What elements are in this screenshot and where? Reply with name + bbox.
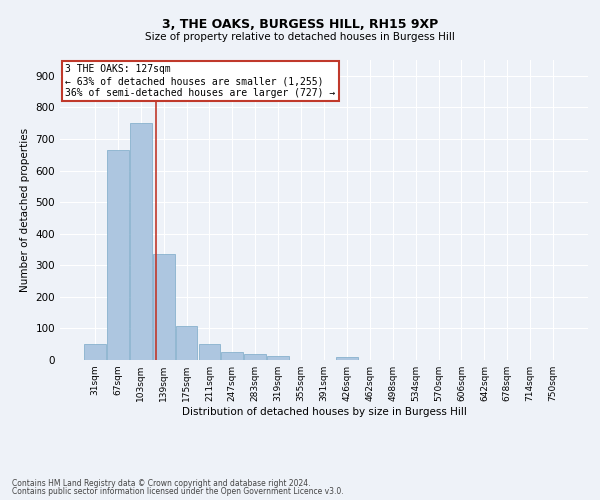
Bar bbox=[336, 358, 358, 360]
Bar bbox=[84, 344, 106, 360]
Text: Contains HM Land Registry data © Crown copyright and database right 2024.: Contains HM Land Registry data © Crown c… bbox=[12, 478, 311, 488]
X-axis label: Distribution of detached houses by size in Burgess Hill: Distribution of detached houses by size … bbox=[182, 407, 466, 417]
Bar bbox=[130, 123, 152, 360]
Bar bbox=[107, 150, 128, 360]
Text: 3 THE OAKS: 127sqm
← 63% of detached houses are smaller (1,255)
36% of semi-deta: 3 THE OAKS: 127sqm ← 63% of detached hou… bbox=[65, 64, 335, 98]
Bar bbox=[176, 326, 197, 360]
Bar bbox=[221, 352, 243, 360]
Text: 3, THE OAKS, BURGESS HILL, RH15 9XP: 3, THE OAKS, BURGESS HILL, RH15 9XP bbox=[162, 18, 438, 30]
Bar bbox=[267, 356, 289, 360]
Y-axis label: Number of detached properties: Number of detached properties bbox=[20, 128, 30, 292]
Text: Size of property relative to detached houses in Burgess Hill: Size of property relative to detached ho… bbox=[145, 32, 455, 42]
Text: Contains public sector information licensed under the Open Government Licence v3: Contains public sector information licen… bbox=[12, 487, 344, 496]
Bar bbox=[153, 254, 175, 360]
Bar bbox=[244, 354, 266, 360]
Bar bbox=[199, 344, 220, 360]
